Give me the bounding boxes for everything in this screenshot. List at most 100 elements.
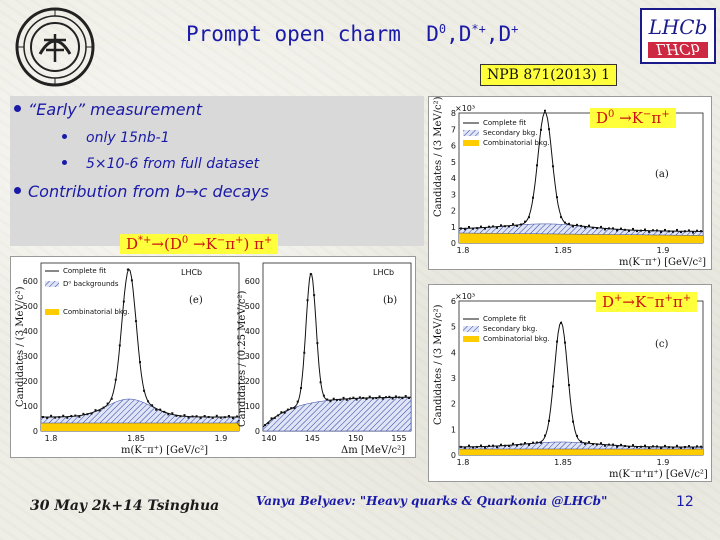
data-point	[342, 396, 345, 399]
lhcb-label: LHCb	[181, 268, 202, 277]
data-point	[644, 228, 646, 231]
legend-entry: Complete fit	[483, 119, 526, 127]
data-point	[191, 415, 194, 418]
y-tick-label: 600	[23, 277, 38, 286]
data-point	[391, 397, 394, 400]
data-point	[568, 222, 570, 225]
data-point	[692, 231, 694, 234]
y-tick-label: 400	[245, 327, 260, 336]
data-point	[592, 443, 594, 446]
axis-xlabel: m(K⁻π⁺) [GeV/c²]	[121, 445, 208, 456]
axis-ylabel: Candidates / (3 MeV/c²)	[433, 96, 444, 217]
data-point	[600, 225, 602, 228]
data-point	[277, 414, 280, 417]
data-point	[548, 128, 550, 131]
data-point	[332, 397, 335, 400]
y-tick-label: 500	[245, 302, 260, 311]
data-point	[588, 224, 590, 227]
data-point	[50, 414, 53, 417]
data-point	[696, 445, 698, 448]
y-tick-label: 100	[245, 402, 260, 411]
data-point	[349, 397, 352, 400]
axis-xlabel: Δm [MeV/c²]	[341, 445, 405, 456]
data-point	[600, 442, 602, 445]
data-point	[584, 226, 586, 229]
y-tick-label: 2	[451, 400, 456, 409]
y-tick-label: 300	[23, 352, 38, 361]
y-tick-label: 200	[245, 377, 260, 386]
data-point	[78, 415, 81, 418]
data-point	[211, 416, 214, 419]
data-point	[576, 223, 578, 226]
y-tick-label: 200	[23, 377, 38, 386]
data-point	[492, 444, 494, 447]
y-tick-label: 0	[255, 427, 260, 436]
data-point	[401, 397, 404, 400]
lhcb-logo-text: LHCb	[648, 15, 708, 39]
data-point	[672, 230, 674, 233]
data-point	[179, 415, 182, 418]
data-point	[624, 445, 626, 448]
data-point	[500, 224, 502, 227]
data-point	[612, 227, 614, 230]
data-point	[540, 128, 542, 131]
lhcb-logo: LHCb LHCb	[640, 8, 716, 64]
bullet-dot	[62, 160, 67, 165]
data-point	[516, 444, 518, 447]
data-point	[664, 444, 666, 447]
data-point	[293, 407, 296, 410]
x-tick-label: 1.9	[657, 458, 670, 467]
x-tick-label: 1.9	[657, 246, 670, 255]
data-point	[106, 402, 109, 405]
x-tick-label: 1.8	[457, 458, 470, 467]
data-point	[472, 446, 474, 449]
bullet-dot	[14, 187, 21, 194]
data-point	[680, 231, 682, 234]
data-point	[316, 342, 319, 345]
bullet-panel	[10, 96, 424, 246]
data-point	[580, 440, 582, 443]
y-tick-label: 6	[451, 142, 456, 151]
data-point	[508, 444, 510, 447]
data-point	[512, 223, 514, 226]
data-point	[620, 443, 622, 446]
data-point	[536, 164, 538, 167]
axis-xlabel: m(K⁻π⁺π⁺) [GeV/c²]	[609, 469, 708, 480]
data-point	[488, 225, 490, 228]
data-point	[632, 227, 634, 230]
y-tick-label: 5	[451, 323, 456, 332]
data-point	[460, 227, 462, 230]
data-point	[480, 225, 482, 228]
panel-label: (a)	[655, 169, 669, 180]
data-point	[468, 226, 470, 229]
x-tick-label: 1.85	[127, 434, 145, 443]
data-point	[692, 447, 694, 450]
data-point	[644, 444, 646, 447]
data-point	[70, 414, 73, 417]
y-tick-label: 0	[33, 427, 38, 436]
x-tick-label: 155	[391, 434, 406, 443]
data-point	[58, 416, 61, 419]
lhcb-label: LHCb	[373, 268, 394, 277]
data-point	[143, 389, 146, 392]
data-point	[352, 396, 355, 399]
data-point	[556, 196, 558, 199]
data-point	[283, 411, 286, 414]
data-point	[532, 196, 534, 199]
data-point	[568, 384, 570, 387]
data-point	[628, 229, 630, 232]
data-point	[273, 416, 276, 419]
data-point	[656, 229, 658, 232]
data-point	[680, 446, 682, 449]
data-point	[524, 220, 526, 223]
data-point	[608, 227, 610, 230]
data-point	[668, 446, 670, 449]
data-point	[616, 445, 618, 448]
data-point	[556, 340, 558, 343]
data-point	[102, 406, 105, 409]
data-point	[700, 230, 702, 233]
data-point	[660, 231, 662, 234]
data-point	[476, 445, 478, 448]
data-point	[520, 443, 522, 446]
y-tick-label: 300	[245, 352, 260, 361]
